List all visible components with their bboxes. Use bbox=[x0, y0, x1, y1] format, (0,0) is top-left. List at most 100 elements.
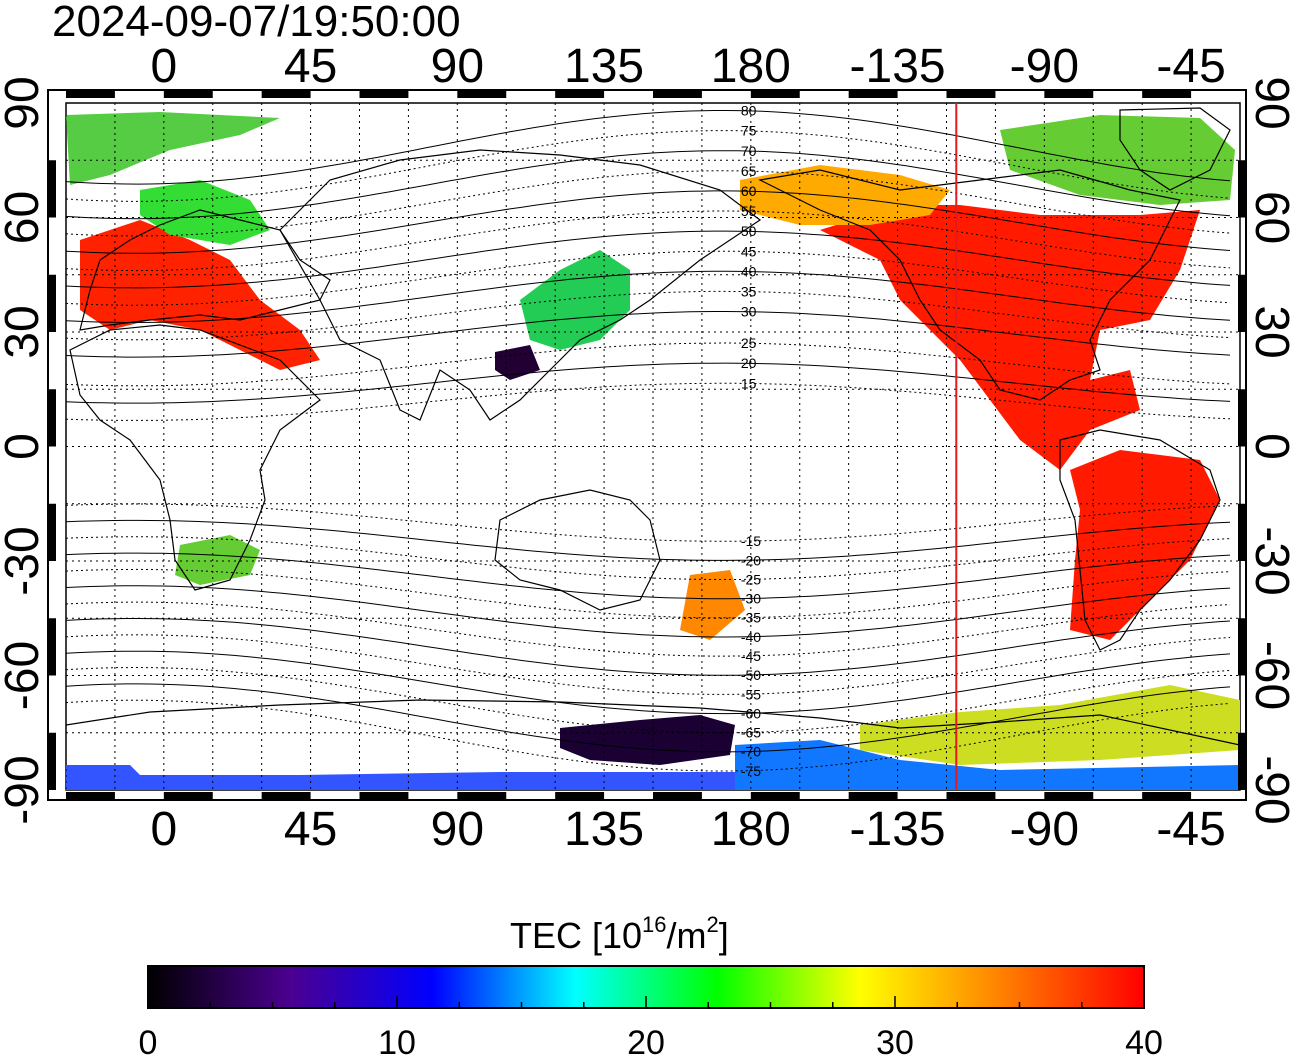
magnetic-contour bbox=[66, 110, 1231, 185]
magnetic-contour bbox=[66, 666, 1231, 734]
tec-region-southern-africa bbox=[175, 535, 260, 585]
bottom-longitude-ticks: 0 45 90 135 180 -135 -90 -45 bbox=[150, 803, 1225, 856]
tec-data-layer bbox=[66, 112, 1240, 790]
magnetic-latitude-labels: 80 75 70 65 60 55 50 45 40 35 30 25 20 15 -15 -20 -25 -30… bbox=[741, 103, 761, 779]
top-lon-tick-label: -135 bbox=[850, 40, 946, 93]
left-lat-tick-label: -90 bbox=[0, 755, 49, 824]
top-lon-tick-label: 0 bbox=[150, 40, 177, 93]
bottom-axis-segment bbox=[261, 792, 311, 800]
magnetic-latitude-label: 80 bbox=[741, 103, 757, 119]
right-lat-tick-label: -60 bbox=[1245, 641, 1294, 710]
tec-region-arctic-europe bbox=[66, 112, 280, 185]
left-axis-segment bbox=[48, 618, 56, 676]
tec-region-australia-east bbox=[680, 570, 745, 640]
bottom-lon-tick-label: 90 bbox=[431, 803, 484, 856]
right-axis-segment bbox=[1238, 618, 1246, 676]
lat-lon-grid bbox=[66, 103, 1240, 790]
left-lat-tick-label: 0 bbox=[0, 433, 49, 460]
coast-africa bbox=[69, 324, 321, 591]
left-axis-segment bbox=[48, 389, 56, 447]
bottom-axis-segment bbox=[457, 792, 507, 800]
magnetic-latitude-label: 50 bbox=[741, 223, 757, 239]
magnetic-latitude-label: 25 bbox=[741, 335, 757, 351]
left-latitude-ticks: 90 60 30 0 -30 -60 -90 bbox=[0, 76, 49, 824]
top-axis-segment bbox=[163, 90, 213, 98]
magnetic-contour bbox=[66, 650, 1231, 715]
magnetic-latitude-label: 65 bbox=[741, 163, 757, 179]
top-axis-segment bbox=[848, 90, 898, 98]
magnetic-contour bbox=[66, 585, 1231, 638]
magnetic-latitude-label: -50 bbox=[741, 667, 761, 683]
colorbar-tick-label: 0 bbox=[139, 1024, 158, 1057]
tec-region-indonesia-dark bbox=[495, 345, 540, 380]
magnetic-latitude-label: -70 bbox=[741, 744, 761, 760]
top-axis-segment bbox=[66, 90, 115, 98]
magnetic-latitude-label: 55 bbox=[741, 203, 757, 219]
bottom-lon-tick-label: 0 bbox=[150, 803, 177, 856]
right-lat-tick-label: 30 bbox=[1245, 305, 1294, 358]
left-axis-segment bbox=[48, 503, 56, 561]
top-lon-tick-label: -45 bbox=[1156, 40, 1225, 93]
tec-region-southern-ocean-west bbox=[66, 765, 735, 790]
magnetic-latitude-label: 40 bbox=[741, 263, 757, 279]
magnetic-contour bbox=[66, 618, 1231, 676]
right-lat-tick-label: -90 bbox=[1245, 755, 1294, 824]
colorbar-tick-label: 20 bbox=[627, 1024, 665, 1057]
coast-australia bbox=[494, 489, 661, 611]
magnetic-contour bbox=[66, 250, 1231, 306]
magnetic-contour bbox=[66, 170, 1231, 237]
magnetic-contour bbox=[66, 634, 1231, 695]
left-lat-tick-label: -60 bbox=[0, 641, 49, 710]
bottom-axis-segment bbox=[750, 792, 800, 800]
magnetic-contour bbox=[66, 519, 1231, 561]
magnetic-latitude-label: -55 bbox=[741, 686, 761, 702]
left-lat-tick-label: -30 bbox=[0, 526, 49, 595]
magnetic-latitude-label: 60 bbox=[741, 183, 757, 199]
top-axis-segment bbox=[653, 90, 702, 98]
tec-region-north-pacific-band bbox=[740, 165, 950, 225]
magnetic-latitude-label: 15 bbox=[741, 375, 757, 391]
right-axis-segment bbox=[1238, 160, 1246, 218]
tec-region-east-asia bbox=[520, 250, 630, 350]
bottom-axis-segment bbox=[848, 792, 898, 800]
top-axis-segment bbox=[946, 90, 996, 98]
right-lat-tick-label: 90 bbox=[1245, 76, 1294, 129]
coast-europe bbox=[79, 209, 331, 331]
right-axis-segment bbox=[1238, 503, 1246, 561]
top-axis-segment bbox=[359, 90, 409, 98]
bottom-lon-tick-label: 45 bbox=[284, 803, 337, 856]
magnetic-latitude-label: -45 bbox=[741, 648, 761, 664]
top-lon-tick-label: 135 bbox=[564, 40, 644, 93]
top-lon-tick-label: 90 bbox=[431, 40, 484, 93]
world-map: 80 75 70 65 60 55 50 45 40 35 30 25 20 15 -15 -20 -25 -30… bbox=[0, 40, 1294, 856]
right-axis-segment bbox=[1238, 389, 1246, 447]
tec-region-southern-ocean-east bbox=[735, 740, 1240, 790]
left-lat-tick-label: 30 bbox=[0, 305, 49, 358]
magnetic-latitude-contours bbox=[66, 110, 1231, 772]
top-axis-segment bbox=[555, 90, 605, 98]
bottom-lon-tick-label: -135 bbox=[850, 803, 946, 856]
bottom-axis-segment bbox=[1044, 792, 1094, 800]
left-lat-tick-label: 60 bbox=[0, 191, 49, 244]
magnetic-latitude-label: -30 bbox=[741, 591, 761, 607]
magnetic-latitude-label: -75 bbox=[741, 763, 761, 779]
top-axis-segment bbox=[1142, 90, 1192, 98]
colorbar-tick-label: 10 bbox=[378, 1024, 416, 1057]
bottom-lon-tick-label: -45 bbox=[1156, 803, 1225, 856]
magnetic-contour bbox=[66, 150, 1231, 220]
colorbar-tick-label: 30 bbox=[876, 1024, 914, 1057]
bottom-axis-segment bbox=[946, 792, 996, 800]
magnetic-latitude-label: 75 bbox=[741, 123, 757, 139]
right-lat-tick-label: -30 bbox=[1245, 526, 1294, 595]
left-axis-segment bbox=[48, 160, 56, 218]
bottom-axis-segment bbox=[359, 792, 409, 800]
left-axis-segment bbox=[48, 732, 56, 790]
magnetic-latitude-label: -40 bbox=[741, 629, 761, 645]
magnetic-contour bbox=[66, 190, 1231, 254]
magnetic-latitude-label: -35 bbox=[741, 610, 761, 626]
coast-antarctica bbox=[66, 699, 1240, 746]
coast-greenland bbox=[1119, 107, 1231, 191]
magnetic-latitude-label: 70 bbox=[741, 143, 757, 159]
colorbar-ticks: 0 10 20 30 40 bbox=[139, 996, 1163, 1057]
magnetic-contour bbox=[66, 362, 1231, 404]
